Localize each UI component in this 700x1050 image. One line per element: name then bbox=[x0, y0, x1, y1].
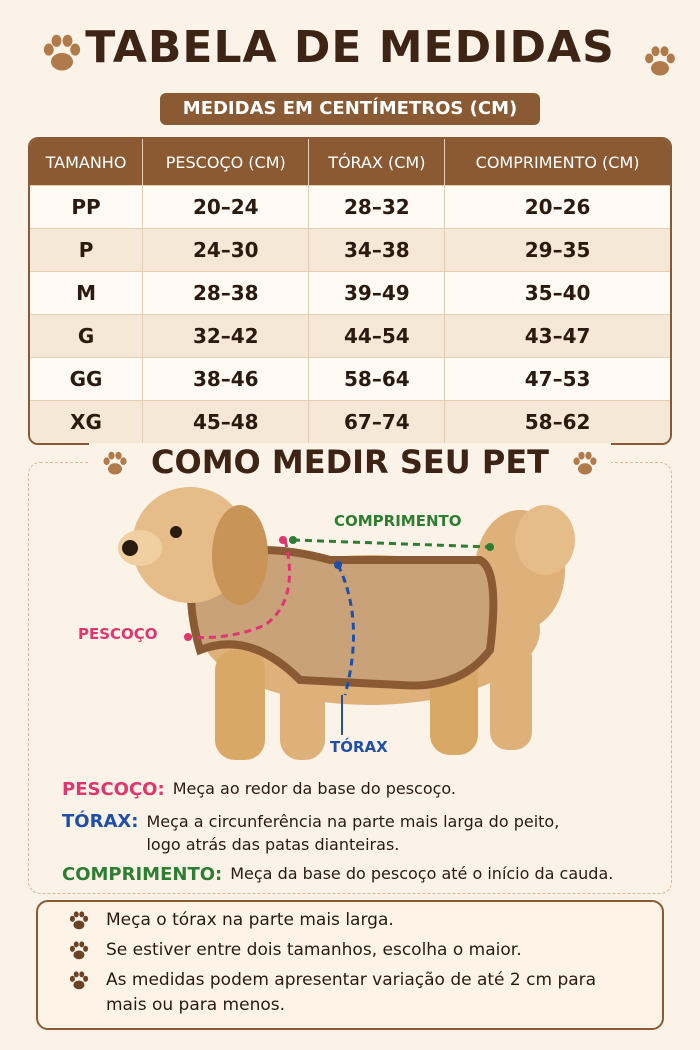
table-cell: 32–42 bbox=[142, 314, 309, 357]
table-row: XG 45–48 67–74 58–62 bbox=[30, 400, 670, 443]
column-header: COMPRIMENTO (CM) bbox=[444, 139, 670, 185]
table-cell: 34–38 bbox=[308, 228, 445, 271]
neck-label: PESCOÇO bbox=[78, 625, 158, 643]
table-cell: 58–64 bbox=[308, 357, 445, 400]
tip: As medidas podem apresentar variação de … bbox=[106, 970, 597, 1015]
table-cell: 35–40 bbox=[444, 271, 670, 314]
table-cell: M bbox=[30, 271, 143, 314]
table-row: GG 38–46 58–64 47–53 bbox=[30, 357, 670, 400]
instruction-label: PESCOÇO: bbox=[62, 779, 165, 800]
table-cell: 29–35 bbox=[444, 228, 670, 271]
table-cell: PP bbox=[30, 185, 143, 228]
column-header: TAMANHO bbox=[30, 139, 143, 185]
tips-box bbox=[36, 900, 664, 1030]
instruction-text: Meça ao redor da base do pescoço. bbox=[172, 779, 456, 798]
table-cell: 39–49 bbox=[308, 271, 445, 314]
table-cell: GG bbox=[30, 357, 143, 400]
table-cell: 20–26 bbox=[444, 185, 670, 228]
table-row: G 32–42 44–54 43–47 bbox=[30, 314, 670, 357]
title: TABELA DE MEDIDAS bbox=[85, 22, 615, 73]
dog-illustration bbox=[118, 487, 575, 760]
table-cell: P bbox=[30, 228, 143, 271]
table-cell: 44–54 bbox=[308, 314, 445, 357]
table-cell: XG bbox=[30, 400, 143, 443]
tip: Meça o tórax na parte mais larga. bbox=[106, 910, 394, 930]
table-cell: G bbox=[30, 314, 143, 357]
table-row: P 24–30 34–38 29–35 bbox=[30, 228, 670, 271]
table-cell: 38–46 bbox=[142, 357, 309, 400]
table-cell: 20–24 bbox=[142, 185, 309, 228]
chest-label: TÓRAX bbox=[330, 738, 388, 756]
instruction-text: Meça a circunferência na parte mais larg… bbox=[146, 812, 560, 854]
table-cell: 43–47 bbox=[444, 314, 670, 357]
tip: Se estiver entre dois tamanhos, escolha … bbox=[106, 940, 522, 960]
length-label: COMPRIMENTO bbox=[334, 512, 462, 530]
size-table: TAMANHO PESCOÇO (CM) TÓRAX (CM) COMPRIMENTO… bbox=[28, 137, 672, 445]
instruction-text: Meça da base do pescoço até o início da … bbox=[230, 864, 614, 883]
column-header: TÓRAX (CM) bbox=[308, 139, 445, 185]
subtitle: MEDIDAS EM CENTÍMETROS (CM) bbox=[160, 93, 540, 125]
instruction: COMPRIMENTO: Meça da base do pescoço até … bbox=[62, 864, 613, 885]
instruction-label: COMPRIMENTO: bbox=[62, 864, 223, 885]
table-cell: 24–30 bbox=[142, 228, 309, 271]
guide-title: COMO MEDIR SEU PET bbox=[0, 443, 700, 481]
table-row: PP 20–24 28–32 20–26 bbox=[30, 185, 670, 228]
table-row: M 28–38 39–49 35–40 bbox=[30, 271, 670, 314]
instruction: TÓRAX: Meça a circunferência na parte mai… bbox=[62, 810, 582, 856]
instruction: PESCOÇO: Meça ao redor da base do pescoço… bbox=[62, 779, 456, 800]
instruction-label: TÓRAX: bbox=[62, 811, 139, 832]
table-cell: 28–32 bbox=[308, 185, 445, 228]
guide-title-text: COMO MEDIR SEU PET bbox=[139, 443, 561, 481]
table-cell: 67–74 bbox=[308, 400, 445, 443]
table-cell: 47–53 bbox=[444, 357, 670, 400]
table-cell: 45–48 bbox=[142, 400, 309, 443]
table-cell: 28–38 bbox=[142, 271, 309, 314]
column-header: PESCOÇO (CM) bbox=[142, 139, 309, 185]
table-cell: 58–62 bbox=[444, 400, 670, 443]
